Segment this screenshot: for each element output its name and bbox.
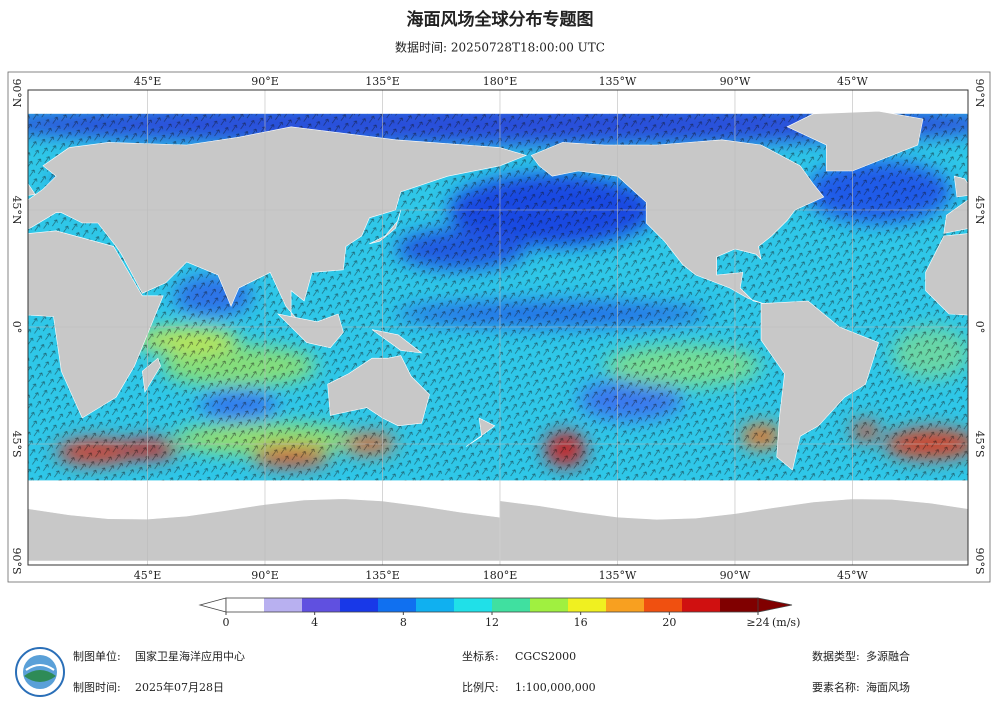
colorbar-high-arrow (757, 597, 793, 613)
footer-label: 数据类型: (812, 649, 860, 663)
footer-label: 比例尺: (462, 680, 499, 694)
colorbar-tick-label: 0 (223, 616, 230, 629)
logo (15, 647, 65, 697)
lat-label: 0° (10, 321, 23, 334)
graticule (28, 90, 968, 565)
colorbar-segment (606, 598, 645, 612)
colorbar-tick-label: ≥24 (746, 616, 769, 629)
south-america (760, 300, 879, 471)
map-area (28, 90, 968, 565)
lat-label: 0° (973, 321, 986, 334)
footer-label: 要素名称: (812, 680, 860, 694)
africa (925, 233, 968, 316)
lat-label: 90°S (973, 547, 986, 574)
footer-label: 制图单位: (73, 649, 121, 663)
map-subtitle: 数据时间: 20250728T18:00:00 UTC (395, 40, 605, 55)
lon-label: 180°E (483, 569, 518, 582)
lat-label: 45°N (973, 195, 986, 224)
colorbar-segment (682, 598, 721, 612)
colorbar-segment (454, 598, 493, 612)
lon-label: 135°W (599, 75, 637, 88)
graticule-labels: 45°E 45°E 90°E 90°E 135°E 135°E 180°E 180°E 135°… (10, 75, 986, 582)
colorbar-segment (378, 598, 417, 612)
antarctica (28, 498, 501, 562)
madagascar (141, 357, 161, 393)
colorbar-segment (416, 598, 455, 612)
lat-label: 45°S (10, 430, 23, 457)
lat-label: 90°N (973, 78, 986, 107)
australia (327, 355, 430, 427)
colorbar-segment (644, 598, 683, 612)
lon-label: 45°E (134, 75, 162, 88)
colorbar-tick-label: 4 (311, 616, 318, 629)
footer-value: 2025年07月28日 (135, 680, 224, 694)
colorbar-segment (264, 598, 303, 612)
map-frame (27, 89, 969, 566)
footer-label: 坐标系: (462, 649, 499, 663)
new-guinea (371, 329, 423, 354)
footer-value: 国家卫星海洋应用中心 (135, 649, 245, 663)
colorbar-segment (226, 598, 265, 612)
africa (28, 230, 164, 419)
colorbar-segment (568, 598, 607, 612)
lon-label: 90°E (251, 569, 279, 582)
eurasia (943, 199, 968, 234)
colorbar-unit: (m/s) (772, 616, 800, 629)
footer-value: 多源融合 (866, 649, 910, 663)
lon-label: 90°W (720, 569, 751, 582)
lon-label: 45°E (134, 569, 162, 582)
lon-label: 180°E (483, 75, 518, 88)
footer-value: CGCS2000 (515, 650, 576, 663)
lat-label: 90°S (10, 547, 23, 574)
outer-frame (7, 71, 991, 583)
north-america (530, 139, 825, 304)
colorbar-segment (492, 598, 531, 612)
britain (953, 175, 968, 198)
footer-value: 海面风场 (866, 680, 910, 694)
colorbar-tick-label: 16 (574, 616, 588, 629)
colorbar-segment (340, 598, 379, 612)
lon-label: 90°W (720, 75, 751, 88)
indonesia (277, 313, 344, 349)
lon-label: 135°E (365, 569, 400, 582)
antarctica (499, 498, 968, 562)
colorbar-segment (302, 598, 341, 612)
eurasia (28, 126, 528, 325)
greenland (786, 110, 924, 172)
colorbar-segment (530, 598, 569, 612)
lon-label: 135°W (599, 569, 637, 582)
lon-label: 45°W (837, 569, 868, 582)
colorbar-segment (720, 598, 759, 612)
lon-label: 135°E (365, 75, 400, 88)
lat-label: 90°N (10, 78, 23, 107)
colorbar-tick-label: 8 (400, 616, 407, 629)
map-title: 海面风场全球分布专题图 (407, 9, 594, 30)
lon-label: 90°E (251, 75, 279, 88)
colorbar-tick-label: 12 (485, 616, 499, 629)
sea-ice (28, 90, 968, 114)
lat-label: 45°S (973, 430, 986, 457)
lat-label: 45°N (10, 195, 23, 224)
footer-value: 1:100,000,000 (515, 681, 596, 694)
colorbar-tick-label: 20 (662, 616, 676, 629)
colorbar-low-arrow (198, 597, 227, 613)
britain (28, 183, 36, 196)
lon-label: 45°W (837, 75, 868, 88)
colorbar: 0 4 8 12 16 20 ≥24 (m/s) (198, 597, 800, 629)
new-zealand (465, 417, 496, 447)
footer-label: 制图时间: (73, 681, 121, 694)
land (28, 90, 968, 565)
